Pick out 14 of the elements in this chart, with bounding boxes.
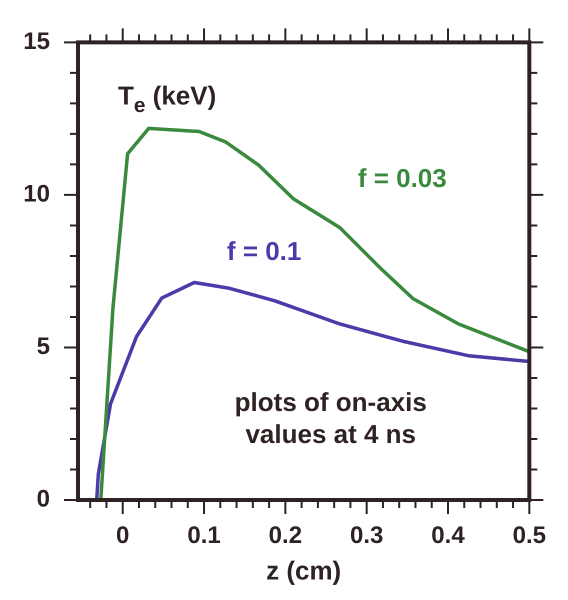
x-tick-label: 0 bbox=[116, 522, 130, 550]
x-axis-title: z (cm) bbox=[266, 556, 342, 586]
x-tick-label: 0.1 bbox=[187, 522, 221, 550]
x-tick-label: 0.2 bbox=[268, 522, 302, 550]
series-label: f = 0.1 bbox=[226, 236, 302, 266]
annotation: plots of on-axis values at 4 ns bbox=[234, 387, 427, 450]
series-label: f = 0.03 bbox=[358, 162, 447, 193]
y-tick-label: 15 bbox=[23, 28, 50, 56]
x-tick-label: 0.3 bbox=[350, 522, 384, 550]
y-tick-label: 10 bbox=[23, 180, 50, 208]
y-tick-label: 0 bbox=[36, 486, 50, 513]
x-tick-label: 0.5 bbox=[512, 522, 546, 550]
x-tick-label: 0.4 bbox=[431, 522, 466, 550]
y-tick-label: 5 bbox=[36, 333, 50, 360]
